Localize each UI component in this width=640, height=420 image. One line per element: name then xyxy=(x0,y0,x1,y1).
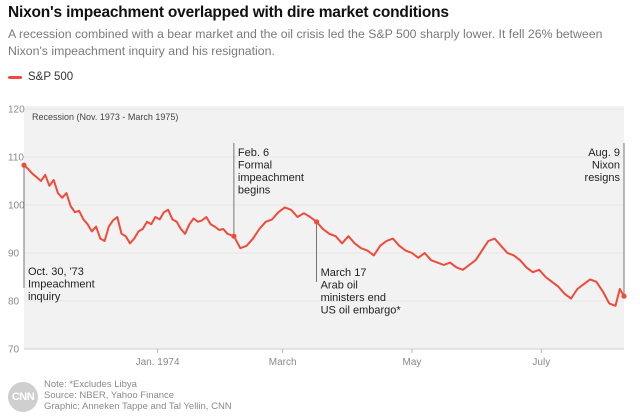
cnn-logo: CNN xyxy=(8,382,38,412)
annotation-line: Aug. 9 xyxy=(588,147,620,159)
annotation-line: resigns xyxy=(585,172,621,184)
annotation-marker xyxy=(313,219,320,225)
annotation-line: inquiry xyxy=(28,291,61,303)
annotation-line: Arab oil xyxy=(321,280,358,292)
annotation-line: Nixon xyxy=(592,160,620,172)
x-tick-label: May xyxy=(403,357,422,368)
x-axis: Jan. 1974 March May July xyxy=(136,349,550,368)
annotation-label: Feb. 6 Formal impeachment begins xyxy=(238,147,304,197)
y-tick-label: 110 xyxy=(8,153,24,164)
footer-source: Source: NBER, Yahoo Finance xyxy=(44,390,175,401)
x-tick-label: Jan. 1974 xyxy=(136,357,180,368)
recession-label: Recession (Nov. 1973 - March 1975) xyxy=(32,112,178,122)
annotation-label: Oct. 30, '73 Impeachment inquiry xyxy=(28,266,95,303)
legend-swatch xyxy=(8,75,22,79)
y-axis: 70 80 90 100 110 120 xyxy=(8,105,25,356)
footer-credit: Graphic: Anneken Tappe and Tal Yellin, C… xyxy=(44,401,232,412)
annotation-line: ministers end xyxy=(321,292,386,304)
x-tick-label: March xyxy=(269,357,297,368)
gridlines xyxy=(24,108,624,350)
annotations: Oct. 30, '73 Impeachment inquiry Feb. 6 Form… xyxy=(28,147,620,317)
chart-subtitle: A recession combined with a bear market … xyxy=(8,27,603,58)
y-tick-label: 90 xyxy=(8,249,20,260)
chart-title: Nixon's impeachment overlapped with dire… xyxy=(8,4,449,21)
annotation-line: impeachment xyxy=(238,172,304,184)
annotation-label: March 17 Arab oil ministers end US oil emba… xyxy=(321,267,402,317)
y-tick-label: 80 xyxy=(8,297,20,308)
annotation-marker xyxy=(21,162,27,168)
annotation-line: begins xyxy=(238,185,271,197)
annotation-line: Formal xyxy=(238,160,272,172)
annotation-marker xyxy=(231,233,237,239)
annotation-line: US oil embargo* xyxy=(321,305,402,317)
annotation-line: Impeachment xyxy=(28,279,95,291)
annotation-line: Oct. 30, '73 xyxy=(28,266,84,278)
annotation-line: March 17 xyxy=(321,267,367,279)
legend-label: S&P 500 xyxy=(28,71,74,83)
annotation-label: Aug. 9 Nixon resigns xyxy=(585,147,621,184)
annotation-markers xyxy=(21,162,627,299)
footer-note: Note: *Excludes Libya xyxy=(44,379,137,390)
annotation-leaders xyxy=(23,143,625,297)
annotation-line: Feb. 6 xyxy=(238,147,269,159)
footer: Note: *Excludes Libya Source: NBER, Yaho… xyxy=(44,379,232,412)
annotation-marker xyxy=(621,293,627,299)
y-tick-label: 100 xyxy=(8,201,25,212)
recession-band xyxy=(24,106,624,349)
y-tick-label: 70 xyxy=(8,345,20,356)
series-line-sp500 xyxy=(23,164,625,307)
legend: S&P 500 xyxy=(8,71,73,83)
x-tick-label: July xyxy=(532,357,550,368)
y-tick-label: 120 xyxy=(8,105,25,116)
